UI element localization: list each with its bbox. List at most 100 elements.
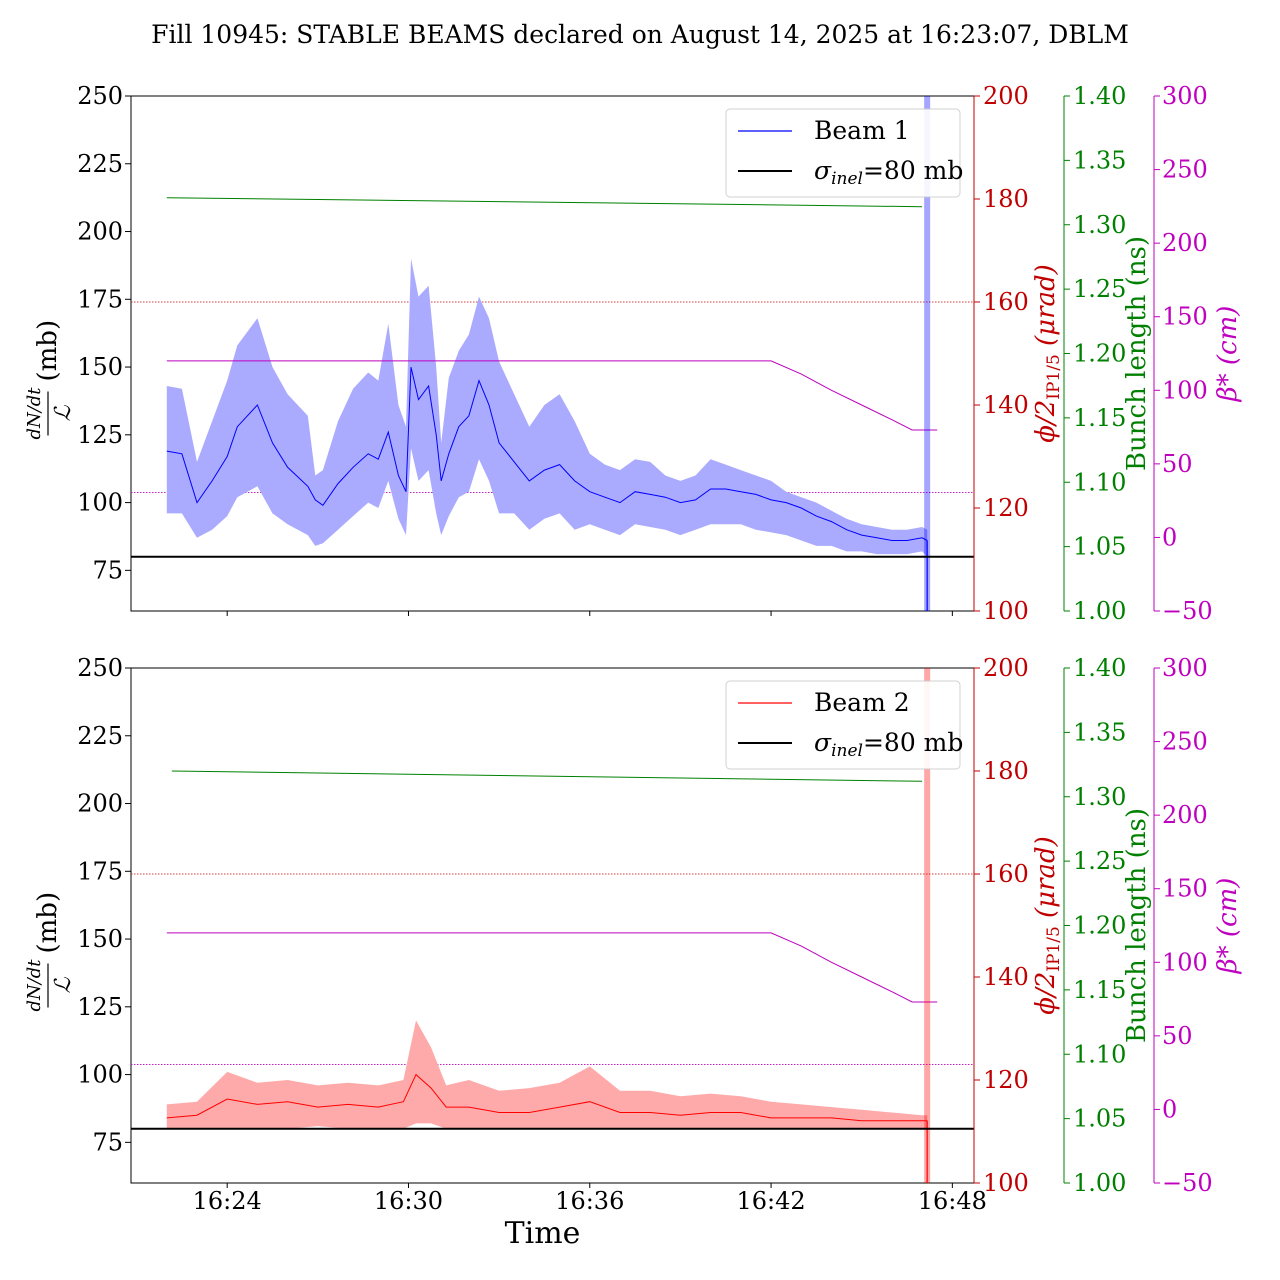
left-tick-label: 100: [77, 489, 123, 517]
beta-tick-label: 250: [1162, 156, 1208, 184]
beta-tick-label: −50: [1162, 1169, 1213, 1197]
crossing-axis-label-beam2: ϕ/2IP1/5 (μrad): [1031, 836, 1064, 1015]
left-axis-label-beam2: dN/dt ℒ (mb): [24, 892, 76, 1012]
bunch-tick-label: 1.40: [1073, 82, 1126, 110]
beta-star-line-beam1: [166, 360, 938, 431]
left-axis-label-unit: (mb): [33, 320, 63, 382]
uncertainty-band-beam2: [166, 1020, 928, 1129]
chart-title: Fill 10945: STABLE BEAMS declared on Aug…: [151, 20, 1129, 49]
bunch-tick-label: 1.15: [1073, 404, 1126, 432]
legend-label-beam1: Beam 1: [814, 116, 910, 145]
left-tick-label: 125: [77, 421, 123, 449]
beta-axis-label: β* (cm): [1213, 306, 1243, 403]
crossing-tick-label: 100: [983, 597, 1029, 625]
dump-marker-band-beam1: [924, 96, 931, 611]
left-tick-label: 150: [77, 353, 123, 381]
left-axis-label-beam1: dN/dt ℒ (mb): [24, 320, 76, 440]
crossing-tick-label: 200: [983, 82, 1029, 110]
beta-tick-label: 150: [1162, 303, 1208, 331]
bunch-axis-label: Bunch length (ns): [1122, 808, 1152, 1043]
x-tick-label: 16:42: [736, 1187, 805, 1215]
beta-tick-label: 250: [1162, 728, 1208, 756]
bunch-length-line-beam2: [171, 770, 923, 782]
beta-axis-label: β* (cm): [1213, 878, 1243, 975]
beta-tick-label: 300: [1162, 82, 1208, 110]
beta-tick-label: 100: [1162, 376, 1208, 404]
crossing-tick-label: 200: [983, 654, 1029, 682]
left-tick-label: 75: [92, 1128, 123, 1156]
left-tick-label: 100: [77, 1061, 123, 1089]
bunch-tick-label: 1.15: [1073, 976, 1126, 1004]
left-tick-label: 75: [92, 556, 123, 584]
bunch-tick-label: 1.30: [1073, 783, 1126, 811]
bunch-axis-label: Bunch length (ns): [1122, 236, 1152, 471]
beta-tick-label: 50: [1162, 1022, 1193, 1050]
dump-marker-band-beam2: [924, 668, 931, 1183]
crossing-axis-label-beam1: ϕ/2IP1/5 (μrad): [1031, 264, 1064, 443]
left-tick-label: 150: [77, 925, 123, 953]
crossing-axis-label-text: ϕ/2IP1/5 (μrad): [1031, 836, 1064, 1015]
crossing-tick-label: 180: [983, 757, 1029, 785]
legend-label-reference: σinel=80 mb: [814, 156, 963, 189]
x-tick-label: 16:36: [555, 1187, 624, 1215]
bunch-tick-label: 1.25: [1073, 275, 1126, 303]
left-tick-label: 225: [77, 722, 123, 750]
bunch-tick-label: 1.30: [1073, 211, 1126, 239]
series-line-beam2: [166, 1073, 928, 1122]
bunch-tick-label: 1.10: [1073, 468, 1126, 496]
bunch-tick-label: 1.00: [1073, 1169, 1126, 1197]
left-tick-label: 250: [77, 82, 123, 110]
left-tick-label: 125: [77, 993, 123, 1021]
left-axis-label-unit: (mb): [33, 892, 63, 954]
beta-tick-label: 300: [1162, 654, 1208, 682]
crossing-tick-label: 120: [983, 494, 1029, 522]
x-tick-label: 16:48: [918, 1187, 987, 1215]
beta-tick-label: −50: [1162, 597, 1213, 625]
bunch-tick-label: 1.35: [1073, 146, 1126, 174]
beta-tick-label: 0: [1162, 523, 1177, 551]
bunch-tick-label: 1.20: [1073, 912, 1126, 940]
left-tick-label: 175: [77, 857, 123, 885]
bunch-tick-label: 1.05: [1073, 533, 1126, 561]
beta-tick-label: 0: [1162, 1095, 1177, 1123]
left-tick-label: 250: [77, 654, 123, 682]
left-axis-label-denominator: ℒ: [51, 404, 76, 421]
beta-star-line-beam2: [166, 932, 938, 1003]
beta-tick-label: 50: [1162, 450, 1193, 478]
crossing-tick-label: 160: [983, 860, 1029, 888]
left-tick-label: 200: [77, 790, 123, 818]
left-tick-label: 175: [77, 285, 123, 313]
x-tick-label: 16:30: [374, 1187, 443, 1215]
crossing-tick-label: 140: [983, 391, 1029, 419]
left-axis-label-numerator: dN/dt: [24, 387, 45, 440]
bunch-tick-label: 1.05: [1073, 1105, 1126, 1133]
crossing-tick-label: 100: [983, 1169, 1029, 1197]
series-line-beam1: [166, 366, 928, 541]
beta-tick-label: 200: [1162, 229, 1208, 257]
crossing-tick-label: 140: [983, 963, 1029, 991]
crossing-tick-label: 180: [983, 185, 1029, 213]
bunch-tick-label: 1.40: [1073, 654, 1126, 682]
beta-tick-label: 100: [1162, 948, 1208, 976]
beta-tick-label: 150: [1162, 875, 1208, 903]
beta-tick-label: 200: [1162, 801, 1208, 829]
bunch-tick-label: 1.10: [1073, 1040, 1126, 1068]
bunch-length-line-beam1: [166, 197, 923, 208]
left-tick-label: 225: [77, 150, 123, 178]
x-axis-label: Time: [505, 1216, 581, 1251]
bunch-tick-label: 1.00: [1073, 597, 1126, 625]
legend-label-beam2: Beam 2: [814, 688, 910, 717]
crossing-axis-label-text: ϕ/2IP1/5 (μrad): [1031, 264, 1064, 443]
left-axis-label-denominator: ℒ: [51, 976, 76, 993]
bunch-tick-label: 1.20: [1073, 340, 1126, 368]
crossing-tick-label: 120: [983, 1066, 1029, 1094]
bunch-tick-label: 1.35: [1073, 718, 1126, 746]
bunch-tick-label: 1.25: [1073, 847, 1126, 875]
left-axis-label-numerator: dN/dt: [24, 959, 45, 1012]
crossing-tick-label: 160: [983, 288, 1029, 316]
uncertainty-band-beam1: [166, 258, 928, 557]
left-tick-label: 200: [77, 218, 123, 246]
legend-label-reference: σinel=80 mb: [814, 728, 963, 761]
x-tick-label: 16:24: [193, 1187, 262, 1215]
